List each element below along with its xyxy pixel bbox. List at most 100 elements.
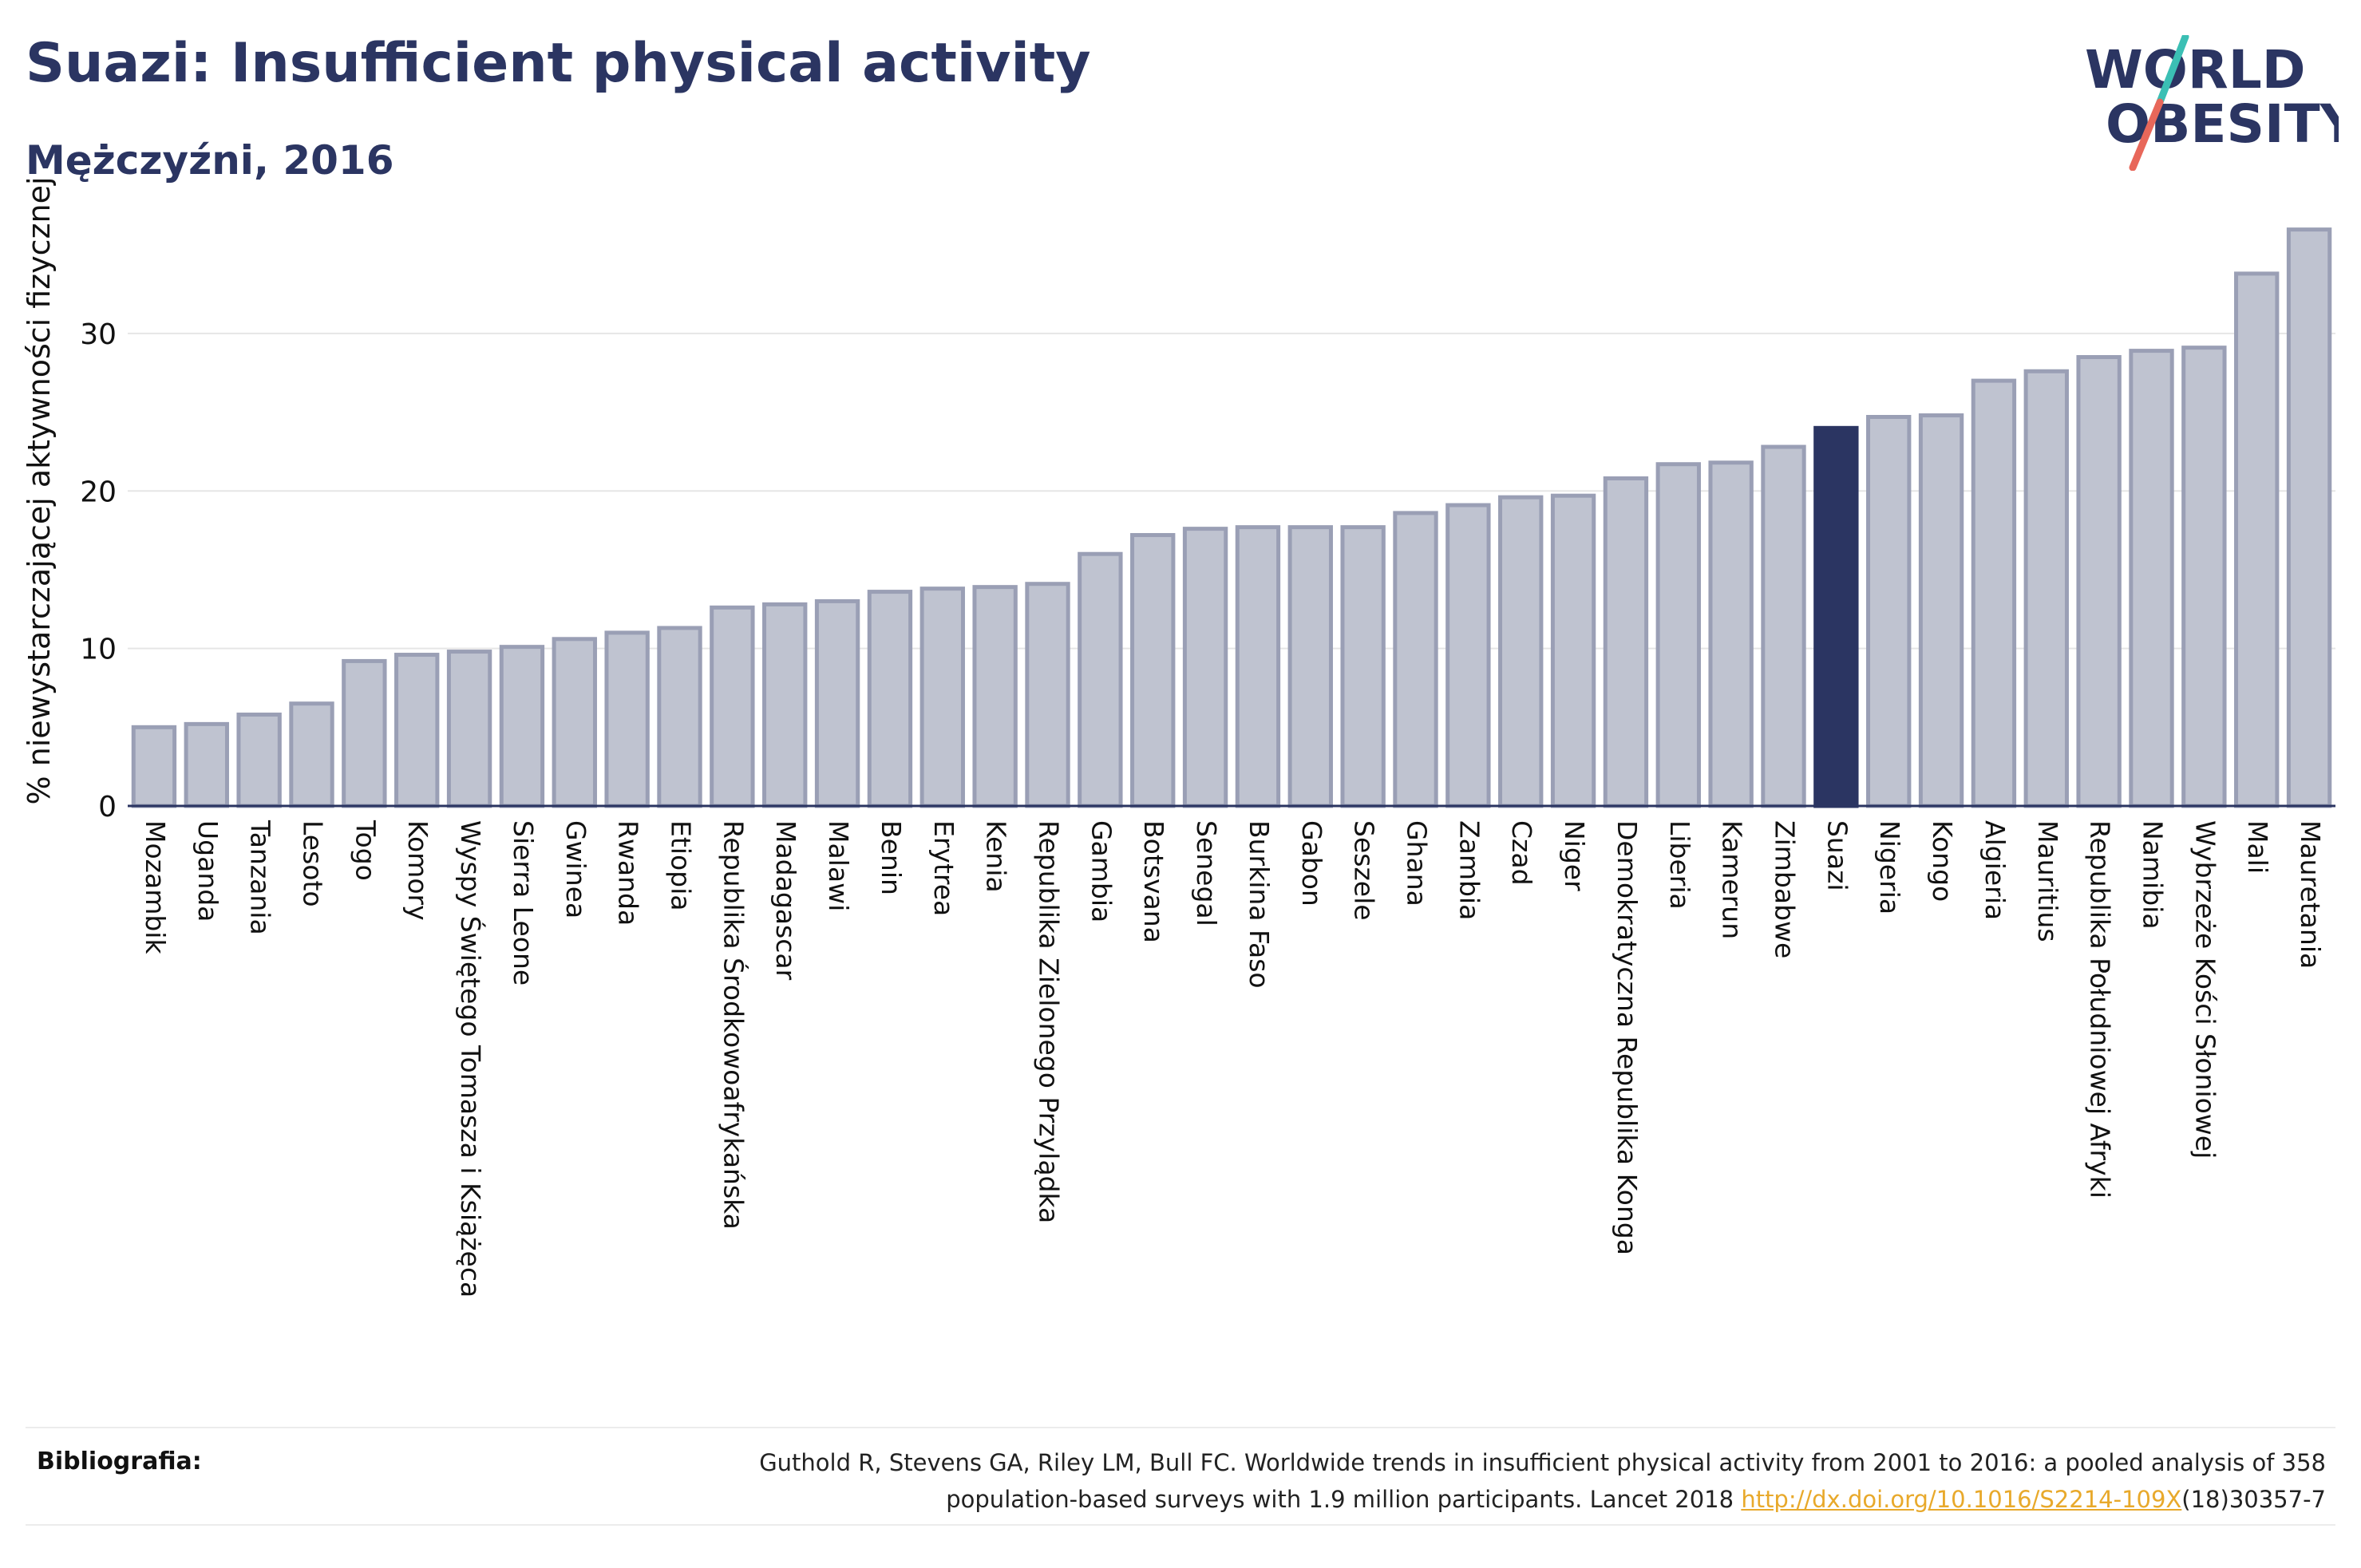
bar-wybrze-e-ko-ci-s-oniowej	[2181, 346, 2227, 808]
y-tick-labels: 0 10 20 30	[80, 318, 117, 823]
bibliography-line2-pre: population-based surveys with 1.9 millio…	[946, 1486, 1742, 1513]
bar-niger	[1550, 493, 1596, 808]
x-tick-label: Mauritius	[2032, 820, 2063, 942]
bibliography-line1: Guthold R, Stevens GA, Riley LM, Bull FC…	[759, 1449, 2326, 1476]
bar-ghana	[1393, 511, 1438, 808]
x-tick-label: Komory	[402, 820, 433, 921]
x-tick-label: Erytrea	[928, 820, 959, 916]
x-tick-label: Malawi	[823, 820, 854, 911]
x-tick-label: Uganda	[192, 820, 223, 922]
x-tick-label: Liberia	[1664, 820, 1695, 910]
doi-link[interactable]: http://dx.doi.org/10.1016/S2214-109X	[1741, 1486, 2182, 1513]
x-tick-label: Namibia	[2138, 820, 2169, 930]
x-tick-label: Etiopia	[666, 820, 697, 911]
x-tick-label: Madagascar	[770, 820, 801, 981]
x-tick-label: Mauretania	[2295, 820, 2326, 969]
bar-togo	[342, 658, 387, 808]
bar-gwinea	[552, 637, 597, 808]
bar-sierra-leone	[499, 645, 545, 808]
x-tick-label: Senegal	[1191, 820, 1222, 926]
page-subtitle: Mężczyźni, 2016	[26, 137, 394, 184]
bar-mali	[2234, 271, 2280, 808]
bar-algieria	[1971, 378, 2017, 808]
bar-uganda	[184, 721, 229, 808]
y-tick-label: 10	[80, 634, 117, 666]
bar-wyspy-wi-tego-tomasza-i-ksi-ca	[446, 650, 492, 808]
bar-komory	[394, 653, 440, 808]
y-tick-label: 30	[80, 318, 117, 351]
logo-slash-teal	[2156, 35, 2189, 106]
x-tick-label: Algieria	[1979, 820, 2011, 920]
y-axis-label: % niewystarczającej aktywności fizycznej	[22, 176, 57, 804]
x-tick-label: Zimbabwe	[1770, 820, 1801, 958]
bibliography-text: Guthold R, Stevens GA, Riley LM, Bull FC…	[490, 1444, 2326, 1518]
bar-republika-rodkowoafryka-ska	[710, 605, 755, 808]
y-tick-label: 20	[80, 476, 117, 508]
footer-divider-bottom	[26, 1524, 2335, 1526]
bar-senegal	[1182, 527, 1228, 808]
x-tick-label: Rwanda	[613, 820, 644, 926]
x-tick-label: Nigeria	[1874, 820, 1905, 914]
x-tick-label: Sierra Leone	[508, 820, 539, 985]
bar-mozambik	[131, 725, 177, 808]
bar-etiopia	[657, 626, 702, 808]
bar-kenia	[972, 585, 1018, 808]
x-tick-label: Togo	[350, 820, 381, 881]
footer-divider-top	[26, 1427, 2335, 1428]
bar-zimbabwe	[1761, 444, 1806, 808]
x-tick-label: Botsvana	[1138, 820, 1169, 943]
bar-rwanda	[604, 630, 650, 808]
x-tick-label: Kenia	[981, 820, 1012, 893]
x-tick-label: Demokratyczna Republika Konga	[1612, 820, 1643, 1255]
bibliography-line2-post: (18)30357-7	[2181, 1486, 2326, 1513]
bar-mauritius	[2023, 369, 2069, 808]
logo-slash-coral	[2129, 98, 2164, 171]
x-tick-label: Republika Zielonego Przylądka	[1034, 820, 1065, 1223]
bar-mauretania	[2286, 227, 2332, 808]
bar-kamerun	[1708, 460, 1754, 808]
x-tick-label: Ghana	[1402, 820, 1433, 906]
bar-gabon	[1287, 525, 1333, 808]
bars	[131, 227, 2332, 808]
x-tick-label: Lesoto	[298, 820, 329, 907]
bar-seszele	[1340, 525, 1386, 808]
x-tick-label: Gabon	[1296, 820, 1327, 906]
bibliography-label: Bibliografia:	[37, 1448, 202, 1475]
x-tick-label: Wyspy Świętego Tomasza i Książęca	[455, 820, 487, 1297]
x-tick-label: Tanzania	[245, 820, 276, 935]
bar-republika-zielonego-przyl-dka	[1025, 582, 1070, 808]
x-tick-label: Gwinea	[560, 820, 591, 918]
bar-suazi	[1813, 425, 1859, 808]
x-tick-label: Suazi	[1821, 820, 1853, 891]
bar-demokratyczna-republika-konga	[1603, 476, 1649, 808]
bar-republika-po-udniowej-afryki	[2076, 355, 2122, 808]
logo-line1: WORLD	[2085, 39, 2306, 101]
bar-botsvana	[1130, 533, 1176, 808]
x-tick-label: Republika Środkowoafrykańska	[718, 820, 749, 1230]
x-tick-label: Republika Południowej Afryki	[2085, 820, 2116, 1199]
bar-madagascar	[762, 602, 808, 808]
bar-burkina-faso	[1235, 525, 1281, 808]
bar-benin	[867, 590, 913, 808]
y-tick-label: 0	[98, 791, 117, 823]
x-tick-label: Czad	[1506, 820, 1537, 886]
x-tick-label: Gambia	[1086, 820, 1117, 922]
x-tick-label: Niger	[1559, 820, 1590, 891]
bar-liberia	[1655, 462, 1701, 808]
bar-zambia	[1445, 503, 1491, 808]
bar-tanzania	[236, 713, 282, 808]
bar-kongo	[1918, 413, 1964, 808]
x-tick-label: Mozambik	[140, 820, 171, 954]
x-tick-label: Mali	[2242, 820, 2273, 874]
x-tick-label: Seszele	[1349, 820, 1380, 921]
bar-lesoto	[289, 701, 334, 808]
x-tick-label: Kamerun	[1717, 820, 1748, 939]
bar-gambia	[1078, 551, 1123, 808]
x-tick-label: Wybrzeże Kości Słoniowej	[2189, 820, 2221, 1159]
page-title: Suazi: Insufficient physical activity	[26, 32, 1091, 95]
x-tick-label: Benin	[876, 820, 907, 895]
x-tick-label: Zambia	[1453, 820, 1485, 920]
x-tick-label: Kongo	[1927, 820, 1958, 902]
grid-lines	[128, 332, 2335, 650]
